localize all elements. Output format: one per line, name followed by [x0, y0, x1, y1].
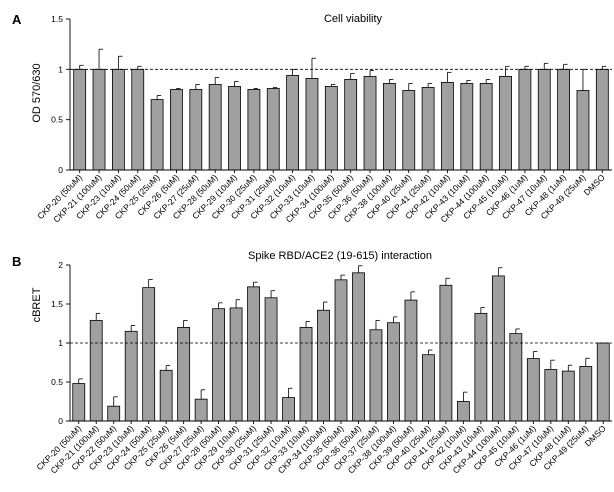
- panel-b-bar: [247, 286, 260, 422]
- panel-b-title: Spike RBD/ACE2 (19-615) interaction: [248, 250, 432, 262]
- panel-b-ytick-label: 1: [58, 338, 63, 348]
- panel-b-bar: [422, 354, 435, 422]
- panel-b-bar: [474, 312, 488, 422]
- panel-a-bar: [363, 75, 377, 171]
- panel-a-bar: [595, 68, 609, 171]
- panel-b-bar: [596, 342, 610, 422]
- panel-a-ylabel: OD 570/630: [31, 63, 43, 122]
- panel-a-bar: [266, 88, 280, 171]
- panel-a-bar: [305, 77, 319, 171]
- panel-b-category-labels: CKP-20 (50uM)CKP-21 (100uM)CKP-22 (50uM)…: [34, 421, 608, 476]
- panel-a-yticks: 0 0.5 1 1.5: [51, 14, 70, 175]
- panel-a-ytick-label: 0.5: [51, 115, 63, 125]
- panel-a-bar: [460, 83, 474, 171]
- panel-a-ytick-label: 1: [58, 64, 63, 74]
- panel-b-bar: [439, 284, 453, 422]
- panel-b-ytick-label: 2: [58, 260, 63, 270]
- panel-a-bar: [189, 89, 203, 171]
- panel-a-bar: [421, 87, 435, 171]
- panel-a-viability-chart: A Cell viability OD 570/630 0 0.5 1 1.5 CKP…: [12, 12, 612, 225]
- panel-a-category-labels: CKP-20 (50uM)CKP-21 (100uM)CKP-23 (10uM)…: [35, 170, 607, 225]
- panel-b-bar: [456, 401, 470, 422]
- panel-b-bar: [334, 279, 348, 422]
- panel-b-bar: [317, 309, 330, 422]
- panel-a-bar: [576, 90, 590, 171]
- panel-a-bar: [537, 68, 551, 171]
- panel-a-bar: [111, 68, 125, 171]
- panel-b-bar: [369, 329, 383, 422]
- panel-b-bar: [299, 326, 313, 422]
- panel-b-bar: [579, 365, 593, 422]
- panel-a-bar: [131, 68, 145, 171]
- panel-b-bar: [177, 326, 191, 422]
- panel-b-bar: [387, 322, 400, 422]
- panel-b-letter: B: [12, 254, 21, 269]
- panel-b-bar: [404, 299, 418, 422]
- panel-a-bar: [228, 86, 241, 171]
- panel-a-bar: [324, 86, 338, 171]
- panel-a-bar: [557, 68, 571, 171]
- panel-a-bar: [499, 75, 512, 171]
- panel-b-bar: [352, 272, 365, 422]
- panel-b-bar: [72, 383, 86, 422]
- panel-b-bar: [124, 330, 138, 422]
- panel-a-category-label: DMSO: [582, 172, 607, 197]
- panel-b-bar: [526, 358, 540, 422]
- panel-a-bar: [73, 68, 87, 171]
- panel-b-bar: [159, 369, 173, 422]
- panel-b-ytick-label: 1.5: [51, 299, 63, 309]
- panel-a-bar: [344, 79, 358, 171]
- panel-a-bar: [286, 74, 300, 171]
- panel-a-bar: [92, 68, 106, 171]
- panel-a-title: Cell viability: [324, 13, 383, 25]
- panel-b-ytick-label: 0: [58, 416, 63, 426]
- panel-b-bar: [544, 369, 558, 422]
- panel-b-bar: [142, 287, 156, 422]
- panel-a-letter: A: [12, 12, 22, 27]
- panel-a-bar: [150, 99, 164, 171]
- panel-a-bar: [441, 82, 454, 171]
- panel-a-ytick-label: 1.5: [51, 14, 63, 24]
- panel-b-ytick-label: 0.5: [51, 377, 63, 387]
- panel-b-bar: [561, 370, 575, 422]
- panel-a-bar: [208, 84, 222, 171]
- panel-b-bar: [509, 333, 523, 422]
- panel-b-bar: [194, 398, 208, 422]
- panel-a-bar: [170, 89, 183, 171]
- panel-b-interaction-chart: B Spike RBD/ACE2 (19-615) interaction cB…: [12, 250, 612, 476]
- panel-a-bar: [247, 89, 261, 171]
- panel-a-bar: [518, 68, 532, 171]
- panel-a-ytick-label: 0: [58, 165, 63, 175]
- panel-b-bar: [212, 308, 226, 422]
- panel-b-bar: [491, 275, 505, 422]
- panel-a-bar: [479, 83, 493, 171]
- panel-a-bar: [382, 83, 396, 171]
- panel-b-ylabel: cBRET: [31, 287, 43, 322]
- panel-b-bar: [264, 297, 278, 422]
- panel-b-bar: [89, 319, 103, 422]
- panel-b-bar: [282, 397, 295, 422]
- panel-a-bar: [402, 90, 416, 171]
- panel-b-bar: [229, 307, 243, 422]
- panel-a-bars: [73, 48, 609, 171]
- panel-b-bar: [107, 405, 121, 422]
- panel-b-yticks: 0 0.5 1 1.5 2: [51, 260, 70, 426]
